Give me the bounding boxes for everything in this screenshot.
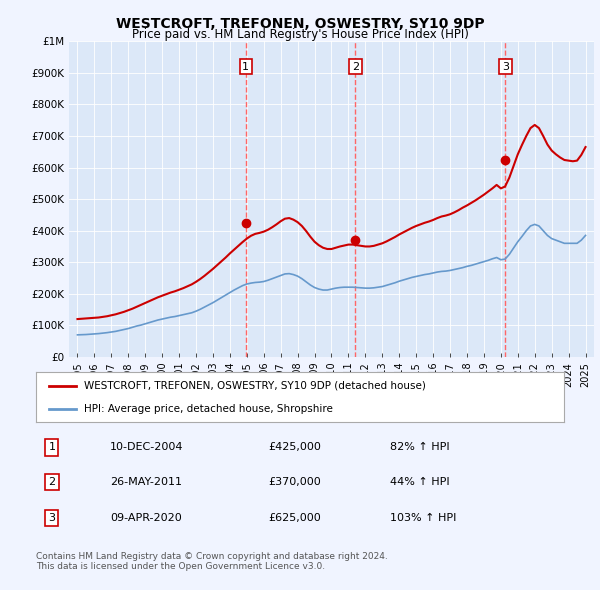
Text: WESTCROFT, TREFONEN, OSWESTRY, SY10 9DP (detached house): WESTCROFT, TREFONEN, OSWESTRY, SY10 9DP … <box>83 381 425 391</box>
Text: 103% ↑ HPI: 103% ↑ HPI <box>390 513 456 523</box>
Text: HPI: Average price, detached house, Shropshire: HPI: Average price, detached house, Shro… <box>83 404 332 414</box>
Text: 82% ↑ HPI: 82% ↑ HPI <box>390 442 449 453</box>
Text: 2: 2 <box>48 477 55 487</box>
Text: WESTCROFT, TREFONEN, OSWESTRY, SY10 9DP: WESTCROFT, TREFONEN, OSWESTRY, SY10 9DP <box>116 17 484 31</box>
Text: 1: 1 <box>242 61 250 71</box>
Text: £625,000: £625,000 <box>268 513 321 523</box>
Text: 10-DEC-2004: 10-DEC-2004 <box>110 442 184 453</box>
Text: Contains HM Land Registry data © Crown copyright and database right 2024.
This d: Contains HM Land Registry data © Crown c… <box>36 552 388 571</box>
Text: 09-APR-2020: 09-APR-2020 <box>110 513 182 523</box>
Text: 44% ↑ HPI: 44% ↑ HPI <box>390 477 449 487</box>
Text: 3: 3 <box>49 513 55 523</box>
Text: 3: 3 <box>502 61 509 71</box>
Text: 1: 1 <box>49 442 55 453</box>
Text: Price paid vs. HM Land Registry's House Price Index (HPI): Price paid vs. HM Land Registry's House … <box>131 28 469 41</box>
Text: £425,000: £425,000 <box>268 442 321 453</box>
Text: £370,000: £370,000 <box>268 477 321 487</box>
Text: 2: 2 <box>352 61 359 71</box>
Text: 26-MAY-2011: 26-MAY-2011 <box>110 477 182 487</box>
